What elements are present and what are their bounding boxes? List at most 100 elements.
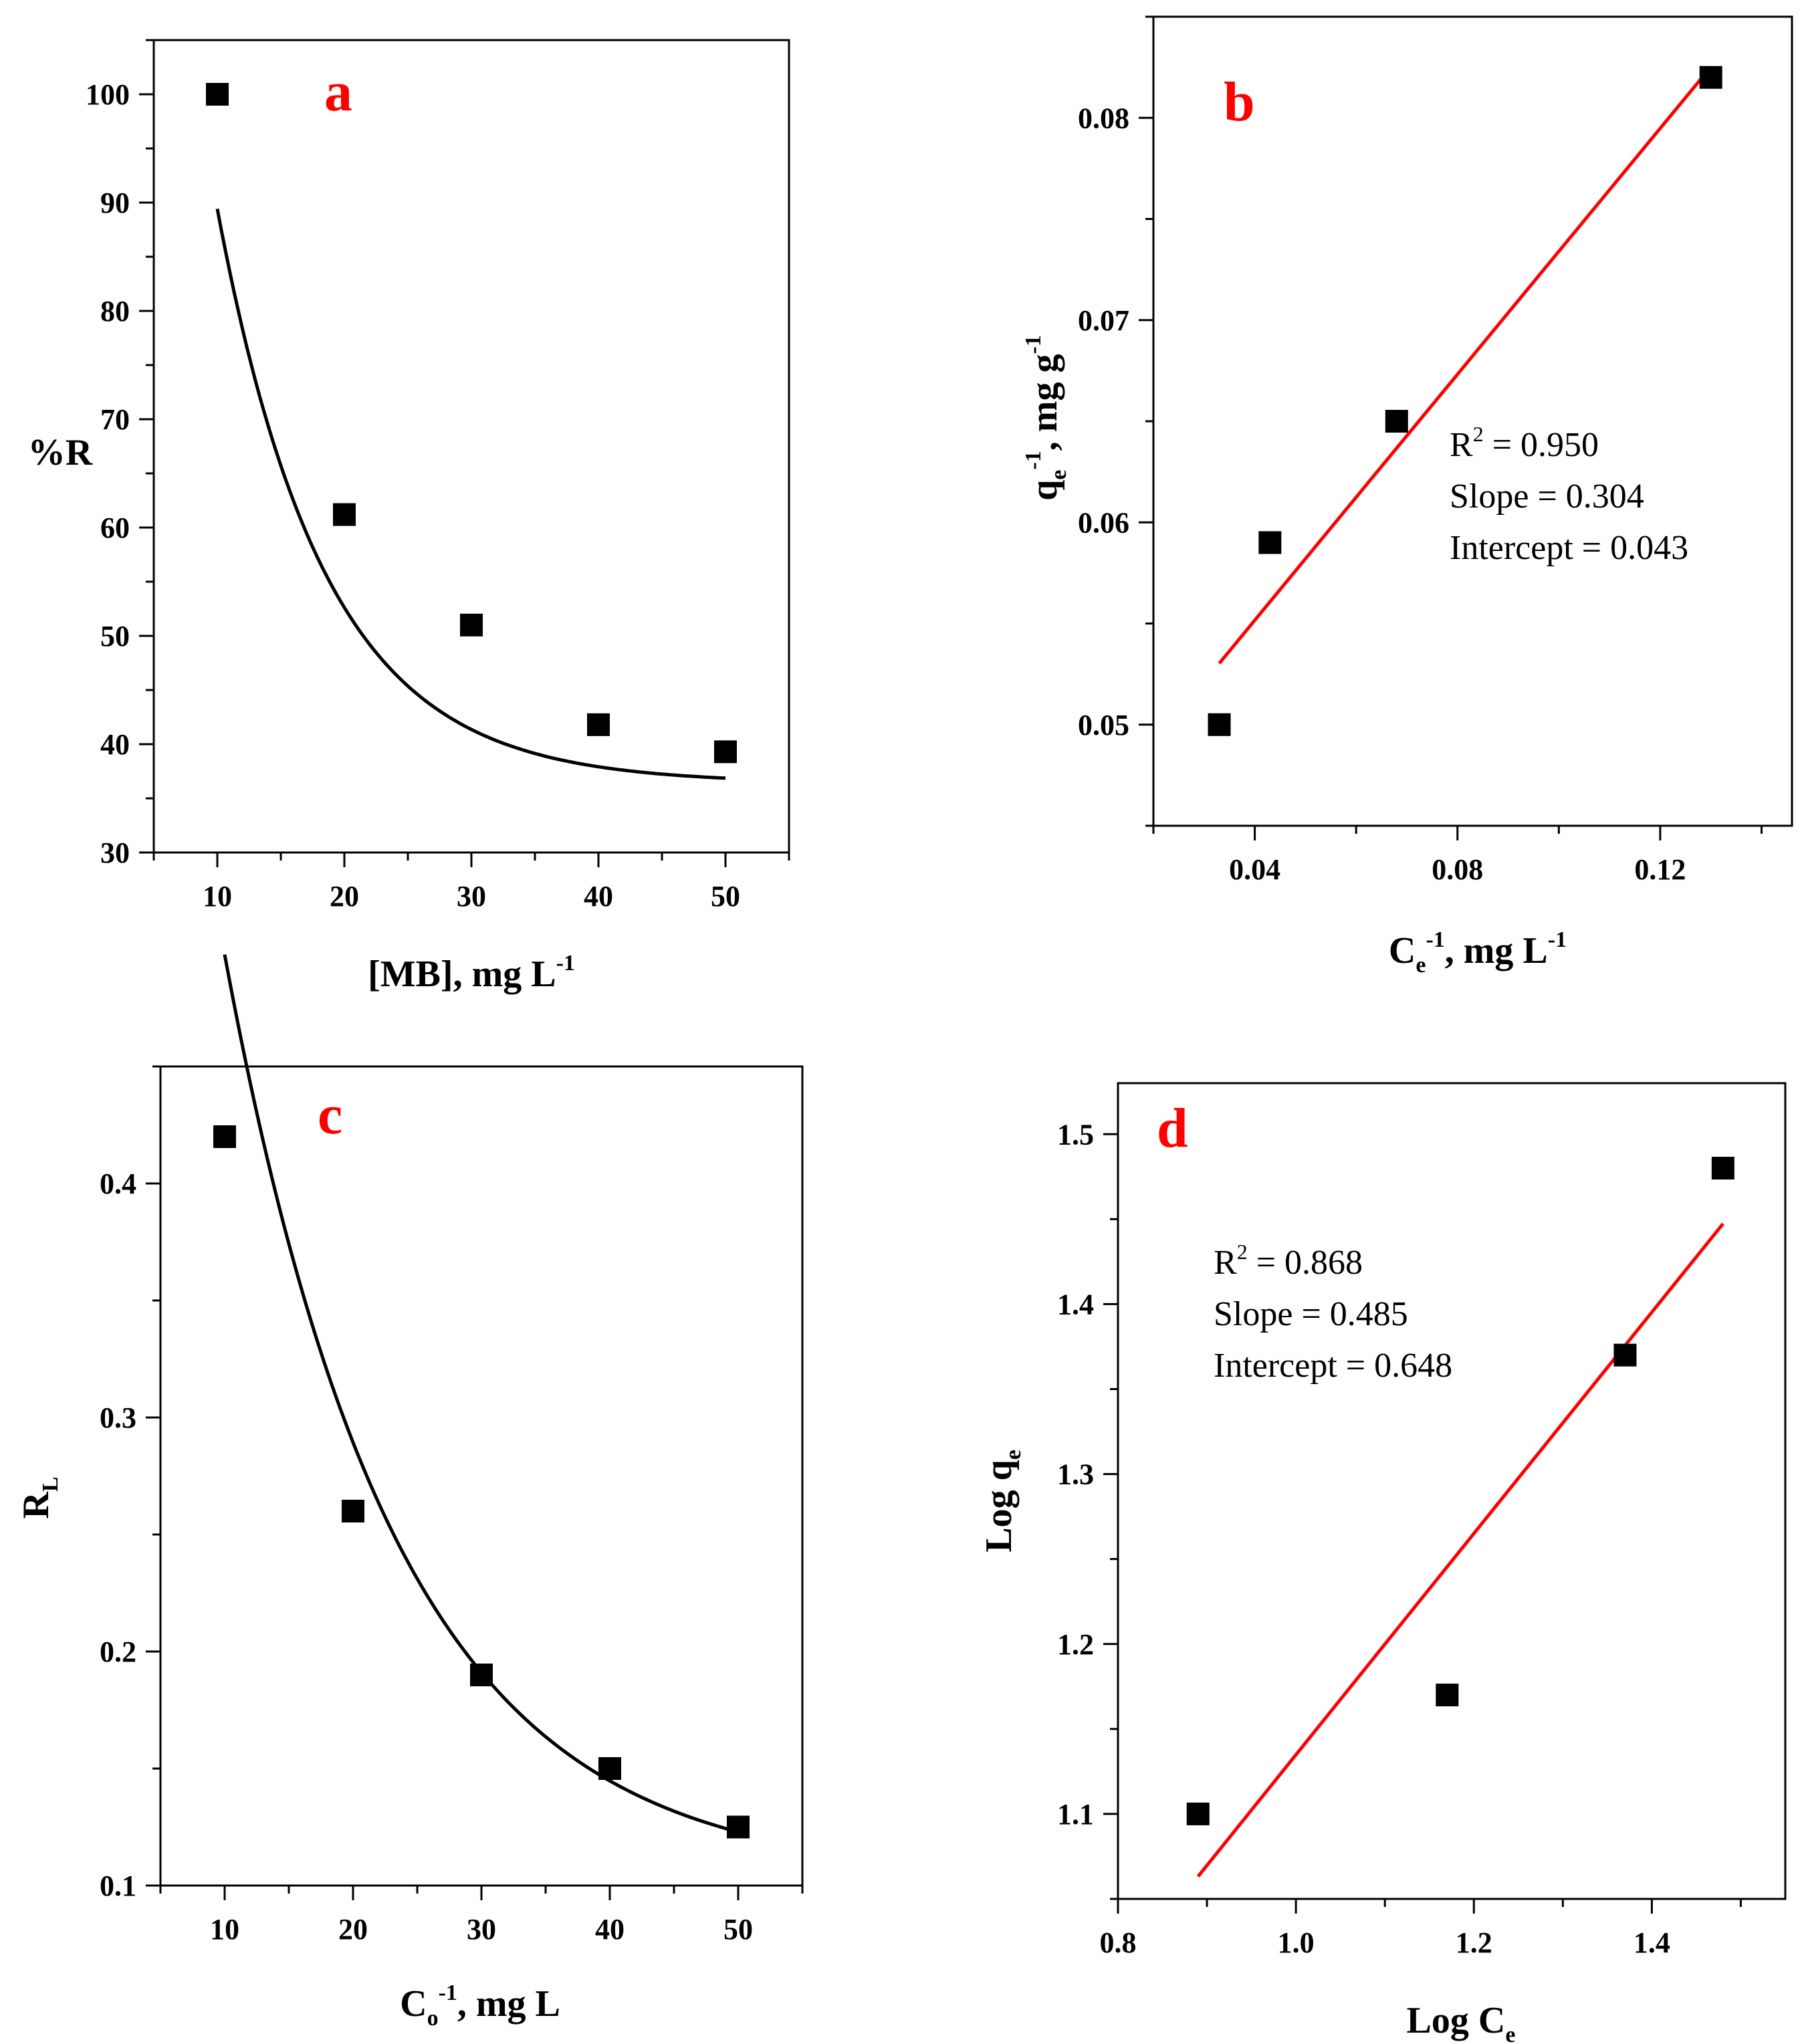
annotation-text: Slope = 0.304 (1450, 477, 1644, 516)
x-tick-label: 0.12 (1634, 853, 1686, 886)
y-tick-label: 0.08 (1078, 102, 1129, 134)
x-axis-title: Ce-1, mg L-1 (1389, 927, 1567, 978)
data-point (1385, 410, 1408, 433)
data-point (1711, 1157, 1734, 1180)
panel-letter: d (1157, 1097, 1188, 1159)
fit-line (1218, 66, 1712, 665)
panel-b-chart: 0.04 0.08 0.12 0.05 0.06 0.07 0.08 b R2 = 0.950 S… (1021, 15, 1793, 978)
axis-title-sub: e (1416, 953, 1426, 978)
annotation-main: R (1450, 426, 1473, 464)
axis-title-sup2: -1 (1548, 927, 1567, 952)
y-tick-label: 80 (100, 295, 130, 328)
annotation-sup: 2 (1237, 1240, 1248, 1264)
x-tick-label: 20 (330, 880, 359, 913)
data-point (587, 713, 610, 736)
x-tick-label: 1.0 (1278, 1926, 1315, 1959)
plot-frame (1152, 15, 1793, 827)
annotation-main: Intercept = 0.043 (1450, 529, 1688, 567)
data-point (1208, 713, 1231, 736)
axis-title-rest: , mg L (457, 1983, 560, 2025)
axis-title-main: Log q (978, 1460, 1020, 1553)
annotation-main: Intercept = 0.648 (1214, 1347, 1452, 1385)
axis-title-sub: e (1505, 2023, 1515, 2044)
y-axis-title: Log qe (978, 1450, 1026, 1553)
panel-a-chart: 10 20 30 40 50 30 40 50 60 70 80 90 100 a [MB], mg L-1… (28, 39, 790, 995)
y-tick-label: 1.5 (1057, 1118, 1094, 1151)
data-point (460, 613, 483, 637)
axis-title-main: C (400, 1983, 427, 2025)
y-tick-label: 0.3 (100, 1401, 136, 1434)
panel-d-chart: 0.8 1.0 1.2 1.4 1.1 1.2 1.3 1.4 1.5 d R2 = 0.868 Sl… (978, 1082, 1787, 2044)
x-axis-title: Log Ce (1407, 2000, 1516, 2044)
data-point (206, 83, 229, 106)
plot-frame (1117, 1082, 1787, 1900)
fit-line (1196, 1222, 1724, 1878)
axis-title-sub: L (38, 1476, 63, 1492)
axis-title-sub: e (1001, 1450, 1026, 1460)
axis-title-main: C (1389, 930, 1416, 972)
data-point (1186, 1802, 1210, 1825)
data-point (213, 1125, 236, 1148)
data-point (1258, 531, 1282, 554)
annotation-text: Intercept = 0.648 (1214, 1347, 1452, 1385)
y-tick-label: 0.2 (100, 1635, 136, 1668)
y-axis-title: RL (15, 1476, 63, 1518)
data-point (1436, 1684, 1459, 1706)
panel-letter: c (318, 1084, 342, 1146)
axis-title-sub: e (1046, 470, 1071, 480)
y-tick-label: 0.06 (1078, 506, 1129, 539)
y-tick-label: 0.1 (100, 1869, 136, 1902)
x-tick-label: 0.08 (1432, 853, 1483, 886)
y-tick-label: 0.4 (100, 1167, 136, 1200)
annotation-main: Slope = 0.304 (1450, 477, 1644, 516)
y-tick-label: 1.2 (1057, 1628, 1094, 1661)
panel-letter: a (324, 61, 352, 123)
axis-title-main: Log C (1407, 2000, 1506, 2041)
axis-title-rest: , mg g (1024, 354, 1065, 451)
y-tick-label: 1.3 (1057, 1458, 1094, 1491)
x-tick-label: 40 (595, 1913, 625, 1946)
x-tick-label: 50 (711, 880, 740, 913)
axis-title-main: q (1024, 480, 1065, 501)
x-tick-label: 0.8 (1100, 1926, 1137, 1959)
x-tick-label: 50 (723, 1913, 753, 1946)
fit-curve (223, 954, 739, 1834)
x-axis-title: Co-1, mg L (400, 1980, 560, 2031)
y-axis-title: qe-1, mg g-1 (1021, 335, 1071, 501)
axis-title-sup2: -1 (1021, 335, 1046, 354)
axis-title-main: [MB], mg L (368, 953, 556, 995)
y-tick-label: 90 (100, 187, 130, 219)
y-tick-label: 0.07 (1078, 304, 1129, 337)
y-tick-label: 30 (100, 836, 130, 869)
x-tick-label: 0.04 (1229, 853, 1280, 886)
annotation-text: Slope = 0.485 (1214, 1295, 1408, 1333)
axis-title-sup: -1 (439, 1980, 457, 2005)
annotation-rest: = 0.950 (1484, 426, 1599, 464)
axis-title-main: %R (28, 432, 93, 473)
annotation-sup: 2 (1473, 422, 1484, 446)
x-tick-label: 40 (584, 880, 613, 913)
x-tick-label: 1.2 (1456, 1926, 1492, 1959)
annotation-rest: = 0.868 (1248, 1244, 1363, 1282)
axis-title-sub: o (427, 2006, 439, 2031)
y-tick-label: 40 (100, 728, 130, 761)
x-tick-label: 30 (467, 1913, 496, 1946)
data-point (342, 1500, 364, 1522)
annotation-main: Slope = 0.485 (1214, 1295, 1408, 1333)
data-point (470, 1664, 493, 1686)
data-point (714, 740, 737, 764)
y-tick-label: 0.05 (1078, 709, 1129, 742)
axis-title-sup: -1 (1426, 927, 1444, 952)
data-point (727, 1815, 750, 1839)
x-tick-label: 10 (210, 1913, 239, 1946)
data-point (333, 503, 356, 526)
data-point (1699, 66, 1722, 89)
x-tick-label: 30 (457, 880, 486, 913)
annotation-text: R2 = 0.868 (1214, 1240, 1363, 1282)
data-point (1613, 1343, 1637, 1367)
x-tick-label: 1.4 (1633, 1926, 1670, 1959)
y-tick-label: 100 (86, 78, 130, 111)
axis-title-rest: , mg L (1445, 930, 1548, 972)
